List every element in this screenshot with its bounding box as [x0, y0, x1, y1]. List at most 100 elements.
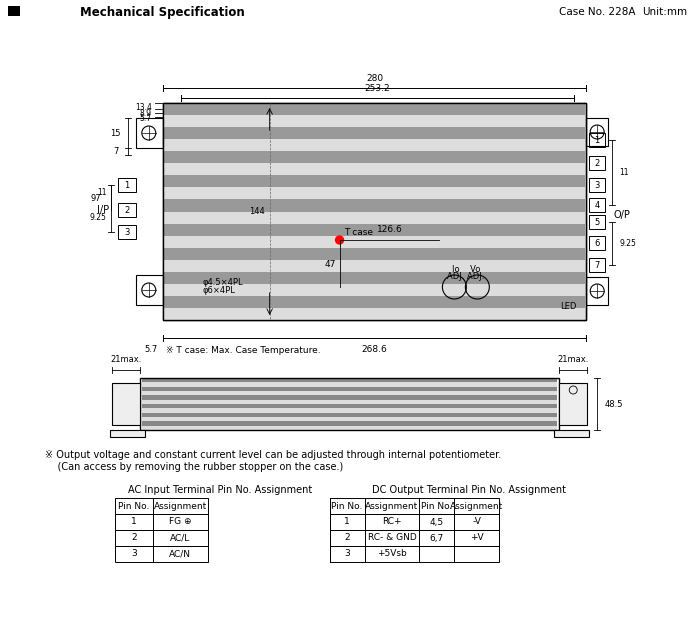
Text: O/P: O/P: [614, 210, 631, 220]
Text: 13.4: 13.4: [135, 103, 152, 112]
Text: 1: 1: [131, 517, 136, 526]
Bar: [164, 115, 585, 127]
Bar: [589, 133, 606, 147]
Bar: [164, 236, 585, 247]
Bar: [115, 530, 208, 546]
Text: 6,7: 6,7: [430, 533, 444, 542]
Text: 126.6: 126.6: [377, 225, 402, 234]
Text: 2: 2: [131, 533, 136, 542]
Bar: [142, 404, 557, 408]
Text: Case No. 228A: Case No. 228A: [559, 7, 636, 17]
Text: 5.7: 5.7: [144, 345, 158, 354]
Text: 3: 3: [124, 228, 130, 237]
Text: 4: 4: [594, 201, 600, 210]
Bar: [164, 176, 585, 187]
Text: AC Input Terminal Pin No. Assignment: AC Input Terminal Pin No. Assignment: [127, 485, 312, 495]
Text: Mechanical Specification: Mechanical Specification: [80, 6, 244, 19]
Text: 9.25: 9.25: [90, 213, 107, 222]
Text: +V: +V: [470, 533, 484, 542]
Bar: [164, 163, 585, 176]
Text: 11: 11: [620, 168, 629, 177]
Bar: [8, 6, 20, 16]
Text: ADJ. ADJ.: ADJ. ADJ.: [447, 272, 484, 281]
Text: φ4.5×4PL: φ4.5×4PL: [203, 278, 244, 287]
Text: AC/N: AC/N: [169, 549, 191, 558]
Bar: [164, 139, 585, 151]
Bar: [589, 156, 606, 170]
Bar: [142, 421, 557, 426]
Bar: [142, 408, 557, 413]
Text: Pin No.: Pin No.: [331, 501, 363, 510]
Text: AC/L: AC/L: [170, 533, 190, 542]
Bar: [142, 417, 557, 421]
Text: 6: 6: [594, 238, 600, 247]
Text: +5Vsb: +5Vsb: [377, 549, 407, 558]
Bar: [164, 247, 585, 260]
Bar: [164, 260, 585, 272]
Text: 4,5: 4,5: [430, 517, 444, 526]
Bar: [589, 258, 606, 272]
Bar: [164, 199, 585, 212]
Bar: [118, 225, 136, 239]
Bar: [589, 236, 606, 250]
Bar: [142, 378, 557, 382]
Text: 5.7: 5.7: [140, 113, 152, 122]
Text: 2: 2: [344, 533, 350, 542]
Bar: [142, 413, 557, 417]
Bar: [589, 178, 606, 192]
Text: 280: 280: [366, 74, 383, 83]
Bar: [586, 277, 608, 305]
Text: 8.9: 8.9: [140, 108, 152, 117]
Text: FG ⊕: FG ⊕: [169, 517, 192, 526]
Bar: [115, 498, 208, 514]
Text: 15: 15: [111, 128, 121, 138]
Bar: [164, 296, 585, 308]
Text: 3: 3: [344, 549, 350, 558]
Bar: [164, 151, 585, 163]
Text: 144: 144: [249, 207, 265, 216]
Bar: [164, 127, 585, 139]
Text: Io    Vo: Io Vo: [452, 265, 480, 274]
Text: T case: T case: [344, 228, 374, 237]
Text: -V: -V: [473, 517, 482, 526]
Text: 1: 1: [344, 517, 350, 526]
Text: 48.5: 48.5: [604, 399, 623, 408]
Text: (Can access by removing the rubber stopper on the case.): (Can access by removing the rubber stopp…: [45, 462, 343, 472]
Text: Pin No.: Pin No.: [118, 501, 150, 510]
Text: 97: 97: [90, 194, 101, 203]
Text: 268.6: 268.6: [362, 345, 387, 354]
Bar: [140, 378, 559, 430]
Bar: [142, 391, 557, 395]
Text: Pin No.: Pin No.: [421, 501, 453, 510]
Text: ※ Output voltage and constant current level can be adjusted through internal pot: ※ Output voltage and constant current le…: [45, 450, 501, 460]
Text: ※ T case: Max. Case Temperature.: ※ T case: Max. Case Temperature.: [166, 345, 321, 354]
Text: 253.2: 253.2: [365, 84, 391, 93]
Text: LED: LED: [560, 301, 576, 310]
Bar: [142, 395, 557, 400]
Text: RC+: RC+: [382, 517, 402, 526]
Bar: [163, 103, 586, 320]
Text: 5: 5: [594, 217, 600, 226]
Bar: [136, 118, 163, 148]
Text: 2: 2: [124, 206, 130, 215]
Text: 3: 3: [594, 181, 600, 190]
Bar: [142, 387, 557, 391]
Bar: [163, 103, 586, 320]
Text: 21max.: 21max.: [557, 355, 589, 364]
Bar: [164, 284, 585, 296]
Bar: [586, 118, 608, 146]
Bar: [164, 272, 585, 284]
Bar: [142, 426, 557, 430]
Bar: [142, 400, 557, 404]
Bar: [118, 203, 136, 217]
Text: 11: 11: [97, 188, 107, 197]
Text: I/P: I/P: [97, 205, 109, 215]
Bar: [110, 430, 145, 437]
Text: Unit:mm: Unit:mm: [642, 7, 687, 17]
Bar: [164, 103, 585, 115]
Bar: [164, 308, 585, 320]
Text: 9.25: 9.25: [620, 239, 636, 248]
Text: 21max.: 21max.: [110, 355, 141, 364]
Bar: [136, 275, 163, 305]
Text: Assignment: Assignment: [450, 501, 503, 510]
